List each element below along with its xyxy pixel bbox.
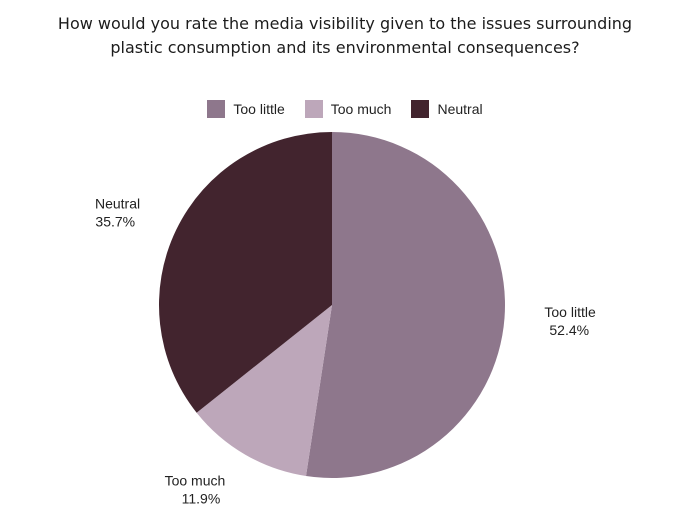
- pie-slice-neutral: [159, 132, 332, 413]
- legend-label-neutral: Neutral: [437, 101, 483, 117]
- legend-swatch-too-little: [207, 100, 226, 118]
- legend-swatch-too-much: [304, 100, 323, 118]
- slice-label-too-little: Too little: [544, 304, 596, 320]
- legend-label-too-much: Too much: [330, 101, 392, 117]
- pie-slice-too-much: [196, 305, 332, 477]
- slice-label-neutral: Neutral: [95, 195, 140, 211]
- legend-label-too-little: Too little: [233, 101, 285, 117]
- legend: Too little Too much Neutral: [0, 100, 690, 118]
- legend-item-too-little: Too little: [207, 100, 285, 118]
- legend-item-neutral: Neutral: [411, 100, 483, 118]
- legend-swatch-neutral: [411, 100, 430, 118]
- slice-label-too-much: Too much: [165, 472, 226, 488]
- slice-value-too-little: 52.4%: [549, 322, 589, 338]
- slice-value-neutral: 35.7%: [95, 213, 135, 229]
- pie-slice-too-little: [306, 132, 506, 478]
- slice-value-too-much: 11.9%: [182, 490, 221, 506]
- chart-title: How would you rate the media visibility …: [57, 14, 633, 57]
- legend-item-too-much: Too much: [304, 100, 392, 118]
